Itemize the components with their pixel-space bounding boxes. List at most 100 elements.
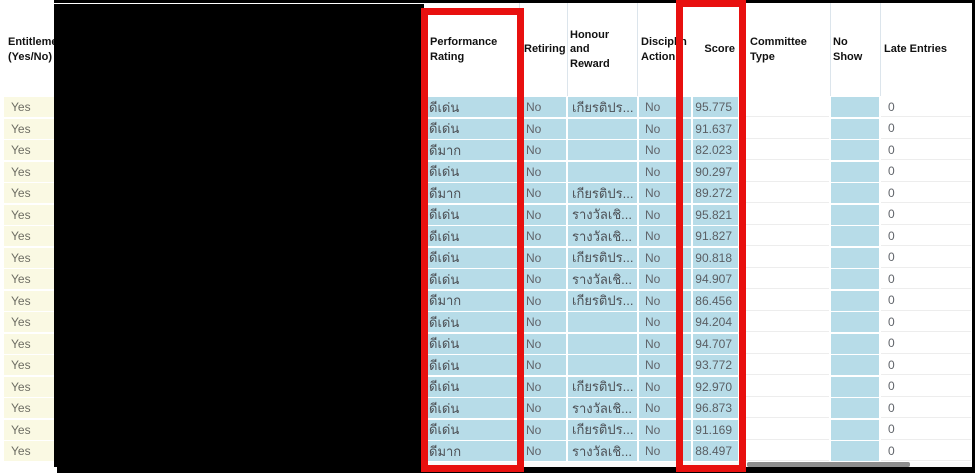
performance-rating-cell: ดีมาก [423,183,517,203]
entitlement-cell: Yes [4,441,56,461]
late-entries-cell: 0 [881,398,971,418]
right-border [972,0,975,473]
table-row: Yes ดีเด่น No รางวัลเชิ... No 96.873 0 [0,398,972,420]
score-cell: 94.707 [693,333,738,354]
no-show-cell [831,247,879,268]
retiring-cell: No [520,183,566,203]
late-entries-cell: 0 [881,247,971,268]
column-header-late-entries[interactable]: Late Entries [884,43,947,56]
late-entries-cell: 0 [881,161,971,182]
table-row: Yes ดีเด่น No No 90.297 0 [0,161,972,184]
honour-reward-cell [568,140,637,160]
entitlement-cell: Yes [4,269,56,289]
table-row: Yes ดีมาก No รางวัลเชิ... No 88.497 0 [0,441,972,463]
late-entries-cell: 0 [881,290,971,311]
column-header-honour[interactable]: Honour and Reward [570,29,610,70]
honour-reward-cell: รางวัลเชิ... [568,204,637,225]
honour-reward-cell [568,118,637,139]
column-header-performance[interactable]: Performance Rating [430,36,498,63]
grid-body: Yes ดีเด่น No เกียรติปร... No 95.775 0 Y… [0,97,972,463]
entitlement-cell: Yes [4,312,56,332]
late-entries-cell: 0 [881,419,971,440]
score-cell: 91.169 [693,419,738,440]
late-entries-cell: 0 [881,376,971,397]
committee-type-cell [740,247,829,268]
honour-reward-cell [568,355,637,375]
column-divider [830,3,831,96]
score-cell: 86.456 [693,290,738,311]
late-entries-cell: 0 [881,333,971,354]
horizontal-scrollbar-thumb[interactable] [747,462,910,467]
retiring-cell: No [520,333,566,354]
honour-reward-cell: เกียรติปร... [568,290,637,311]
score-cell: 90.818 [693,247,738,268]
score-cell: 95.821 [693,204,738,225]
column-divider [880,3,881,96]
score-cell: 88.497 [693,441,738,461]
retiring-cell: No [520,247,566,268]
score-cell: 82.023 [693,140,738,160]
performance-rating-cell: ดีเด่น [423,247,517,268]
retiring-cell: No [520,140,566,160]
honour-reward-cell: เกียรติปร... [568,183,637,203]
score-cell: 94.204 [693,312,738,332]
table-row: Yes ดีเด่น No รางวัลเชิ... No 94.907 0 [0,269,972,291]
no-show-cell [831,333,879,354]
committee-type-cell [740,97,829,117]
committee-type-cell [740,140,829,160]
honour-reward-cell: เกียรติปร... [568,247,637,268]
performance-rating-cell: ดีมาก [423,441,517,461]
score-cell: 90.297 [693,161,738,182]
late-entries-cell: 0 [881,118,971,139]
column-header-no-show[interactable]: No Show [833,36,863,63]
performance-rating-cell: ดีเด่น [423,419,517,440]
late-entries-cell: 0 [881,140,971,160]
honour-reward-cell [568,161,637,182]
late-entries-cell: 0 [881,97,971,117]
score-cell: 93.772 [693,355,738,375]
table-row: Yes ดีเด่น No No 93.772 0 [0,355,972,377]
score-cell: 96.873 [693,398,738,418]
committee-type-cell [740,441,829,461]
horizontal-scrollbar[interactable] [424,462,972,467]
table-row: Yes ดีเด่น No รางวัลเชิ... No 95.821 0 [0,204,972,227]
performance-rating-cell: ดีเด่น [423,118,517,139]
performance-rating-cell: ดีเด่น [423,97,517,117]
late-entries-cell: 0 [881,183,971,203]
retiring-cell: No [520,398,566,418]
no-show-cell [831,226,879,246]
column-header-committee[interactable]: Committee Type [750,36,807,63]
retiring-cell: No [520,312,566,332]
no-show-cell [831,161,879,182]
honour-reward-cell [568,333,637,354]
table-row: Yes ดีเด่น No No 94.204 0 [0,312,972,334]
retiring-cell: No [520,204,566,225]
redaction-overlay [54,4,424,467]
performance-rating-cell: ดีเด่น [423,204,517,225]
entitlement-cell: Yes [4,419,56,440]
committee-type-cell [740,204,829,225]
committee-type-cell [740,398,829,418]
committee-type-cell [740,333,829,354]
late-entries-cell: 0 [881,355,971,375]
column-header-retiring[interactable]: Retiring [524,43,566,56]
performance-rating-cell: ดีเด่น [423,333,517,354]
entitlement-cell: Yes [4,183,56,203]
column-header-entitlement[interactable]: Entitlement (Yes/No) [8,36,68,63]
table-row: Yes ดีเด่น No รางวัลเชิ... No 91.827 0 [0,226,972,248]
performance-rating-cell: ดีเด่น [423,269,517,289]
column-header-score[interactable]: Score [704,43,735,56]
committee-type-cell [740,376,829,397]
table-row: Yes ดีเด่น No เกียรติปร... No 95.775 0 [0,97,972,119]
score-cell: 95.775 [693,97,738,117]
performance-rating-cell: ดีเด่น [423,312,517,332]
no-show-cell [831,441,879,461]
column-header-disciplinary[interactable]: Disciplinary Action [641,36,687,63]
top-border [54,0,975,3]
honour-reward-cell: เกียรติปร... [568,376,637,397]
retiring-cell: No [520,226,566,246]
performance-rating-cell: ดีเด่น [423,398,517,418]
table-row: Yes ดีเด่น No No 91.637 0 [0,118,972,141]
performance-rating-cell: ดีเด่น [423,355,517,375]
